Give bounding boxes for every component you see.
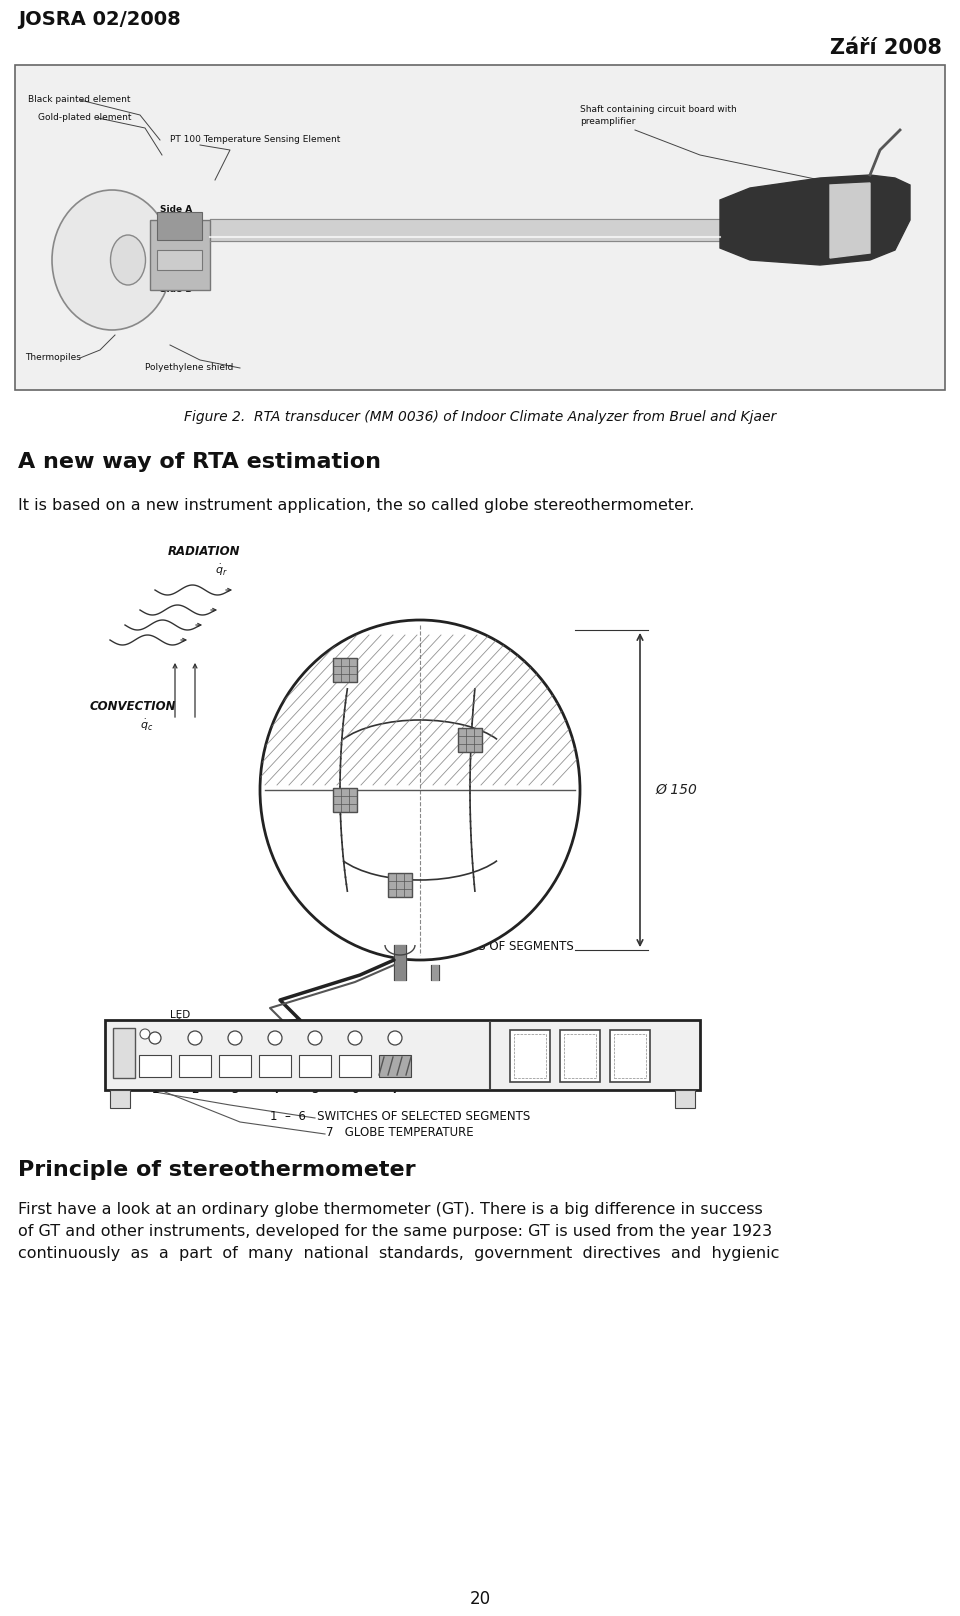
Text: 4: 4 [272, 1084, 278, 1096]
Text: Shaft containing circuit board with: Shaft containing circuit board with [580, 105, 736, 115]
Text: A new way of RTA estimation: A new way of RTA estimation [18, 452, 381, 472]
Bar [110, 1091, 130, 1109]
Text: of GT and other instruments, developed for the same purpose: GT is used from the: of GT and other instruments, developed f… [18, 1223, 772, 1239]
Text: First have a look at an ordinary globe thermometer (GT). There is a big differen: First have a look at an ordinary globe t… [18, 1202, 763, 1217]
Circle shape [188, 1031, 202, 1046]
Circle shape [140, 1029, 150, 1039]
Text: $\dot{q}_r$: $\dot{q}_r$ [215, 562, 228, 579]
Bar [379, 1055, 411, 1076]
Text: 2: 2 [191, 1084, 199, 1096]
Text: JOSRA 02/2008: JOSRA 02/2008 [18, 10, 180, 29]
Bar [614, 1034, 646, 1078]
Text: Figure 2.  RTA transducer (MM 0036) of Indoor Climate Analyzer from Bruel and Kj: Figure 2. RTA transducer (MM 0036) of In… [184, 410, 776, 423]
Bar [259, 1055, 291, 1076]
Text: continuously  as  a  part  of  many  national  standards,  government  directive: continuously as a part of many national … [18, 1246, 780, 1260]
Text: ON: ON [115, 1037, 127, 1047]
Bar [333, 789, 357, 811]
Circle shape [388, 1031, 402, 1046]
Text: Side B: Side B [160, 286, 192, 294]
Bar [157, 250, 202, 270]
Text: Black painted element: Black painted element [28, 95, 131, 105]
Bar [150, 220, 210, 289]
Text: °C: °C [657, 1050, 678, 1068]
Text: 20: 20 [469, 1590, 491, 1608]
Text: PT 100 Temperature Sensing Element: PT 100 Temperature Sensing Element [170, 136, 341, 144]
Bar [15, 65, 945, 389]
Ellipse shape [260, 621, 580, 960]
Text: 7: 7 [392, 1084, 398, 1096]
Bar [514, 1034, 546, 1078]
Text: 5: 5 [311, 1084, 319, 1096]
Text: 7   GLOBE TEMPERATURE: 7 GLOBE TEMPERATURE [326, 1126, 474, 1139]
Bar [560, 1029, 600, 1083]
Text: RADIATION: RADIATION [168, 545, 241, 558]
Ellipse shape [52, 191, 172, 330]
Ellipse shape [110, 234, 146, 284]
Bar [139, 1055, 171, 1076]
Text: LED: LED [170, 1010, 190, 1020]
Text: Thermopiles: Thermopiles [25, 354, 81, 362]
Bar [610, 1029, 650, 1083]
Bar [458, 727, 482, 751]
Circle shape [348, 1031, 362, 1046]
Bar [179, 1055, 211, 1076]
Bar [333, 658, 357, 682]
Bar [564, 1034, 596, 1078]
Circle shape [228, 1031, 242, 1046]
Text: Ø 150: Ø 150 [655, 784, 697, 797]
Text: 6: 6 [351, 1084, 359, 1096]
Text: SIT: SIT [115, 1063, 127, 1073]
Text: Side A: Side A [160, 205, 192, 215]
Text: SENSORS OF SEGMENTS: SENSORS OF SEGMENTS [430, 941, 574, 953]
Circle shape [149, 1033, 161, 1044]
Text: Gold-plated element: Gold-plated element [38, 113, 132, 123]
Bar [299, 1055, 331, 1076]
Text: CONVECTION: CONVECTION [90, 700, 177, 713]
Text: OFF: OFF [114, 1050, 129, 1058]
Text: preamplifier: preamplifier [580, 116, 636, 126]
Text: 3: 3 [231, 1084, 239, 1096]
Bar [157, 212, 202, 241]
Polygon shape [830, 183, 870, 259]
Text: $\dot{q}_c$: $\dot{q}_c$ [140, 718, 154, 734]
Circle shape [308, 1031, 322, 1046]
Bar [219, 1055, 251, 1076]
Bar [339, 1055, 371, 1076]
Bar [675, 1091, 695, 1109]
Bar [510, 1029, 550, 1083]
Text: Principle of stereothermometer: Principle of stereothermometer [18, 1160, 416, 1180]
Bar [105, 1020, 700, 1091]
Bar [113, 1028, 135, 1078]
Text: 1: 1 [152, 1084, 158, 1096]
Text: It is based on a new instrument application, the so called globe stereothermomet: It is based on a new instrument applicat… [18, 498, 694, 512]
Text: 1  –  6   SWITCHES OF SELECTED SEGMENTS: 1 – 6 SWITCHES OF SELECTED SEGMENTS [270, 1110, 530, 1123]
Bar [388, 873, 412, 897]
Circle shape [268, 1031, 282, 1046]
Text: Polyethylene shield: Polyethylene shield [145, 364, 233, 373]
Polygon shape [720, 175, 910, 265]
Text: Září 2008: Září 2008 [830, 39, 942, 58]
